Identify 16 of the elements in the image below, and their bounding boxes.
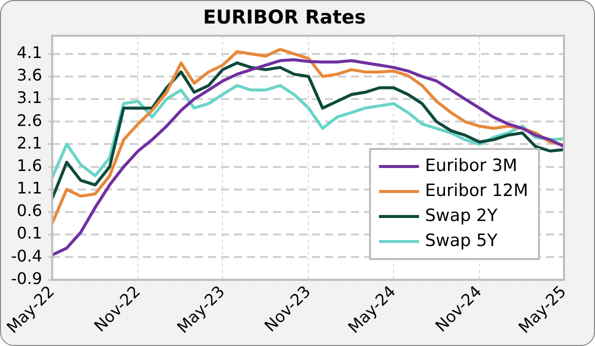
y-tick-label: 3.1 <box>16 88 42 108</box>
y-tick-label: -0.4 <box>11 246 42 266</box>
y-tick-label: 0.1 <box>16 224 42 243</box>
y-tick-label: 0.6 <box>16 201 42 220</box>
legend-label: Euribor 12M <box>425 180 528 203</box>
legend-label: Swap 5Y <box>425 230 498 253</box>
y-tick-label: 3.6 <box>16 66 42 85</box>
y-tick-label: 4.1 <box>16 43 42 62</box>
y-tick-label: 2.1 <box>16 133 42 152</box>
y-tick-label: 1.1 <box>16 178 42 198</box>
legend-label: Swap 2Y <box>425 205 498 228</box>
legend-label: Euribor 3M <box>425 155 518 178</box>
y-tick-label: 2.6 <box>16 110 42 130</box>
y-tick-label: -0.9 <box>11 268 42 288</box>
y-tick-label: 1.6 <box>16 156 42 175</box>
chart-title: EURIBOR Rates <box>203 6 366 28</box>
